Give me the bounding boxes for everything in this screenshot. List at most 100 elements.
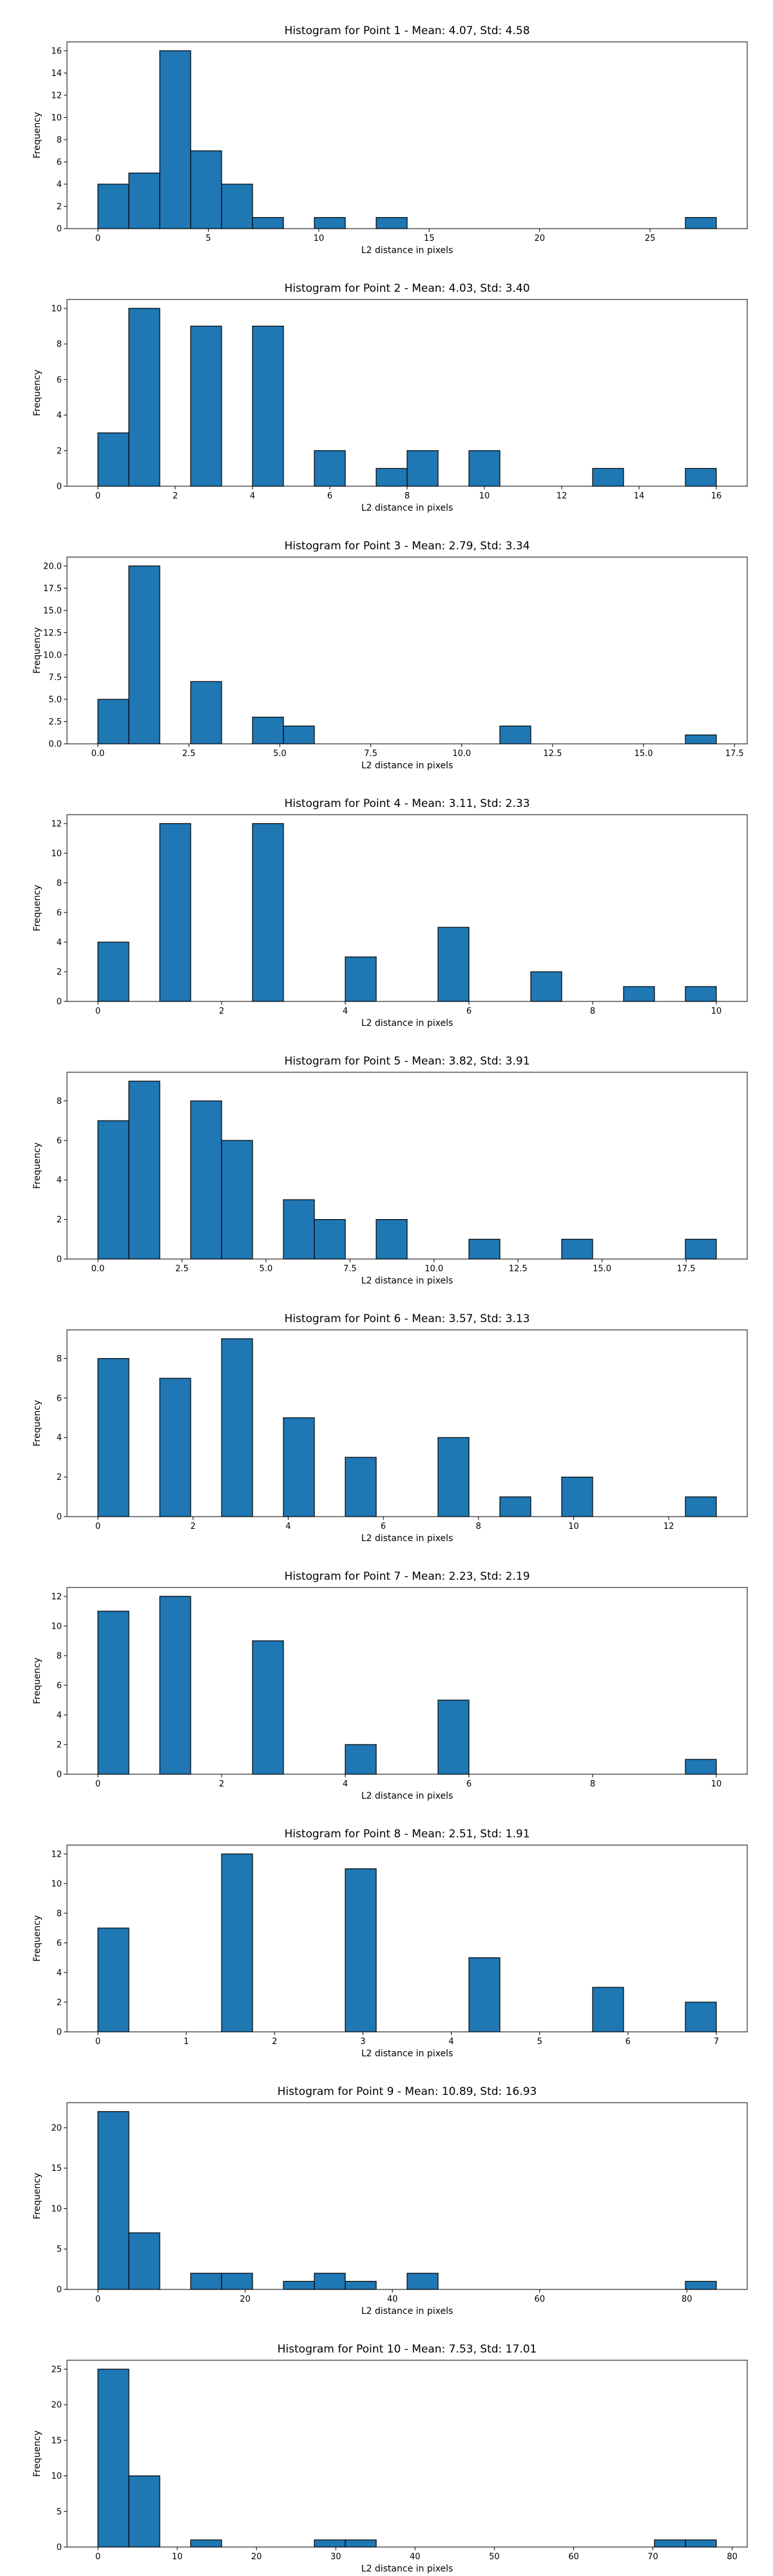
y-tick-label: 4: [57, 1434, 62, 1443]
histogram-bar: [190, 325, 222, 487]
histogram-svg: Histogram for Point 7 - Mean: 2.23, Std:…: [32, 1570, 748, 1801]
x-tick-label: 1: [184, 2037, 189, 2047]
histogram-bar: [128, 308, 160, 487]
x-tick-label: 20: [251, 2552, 262, 2562]
chart-title: Histogram for Point 1 - Mean: 4.07, Std:…: [284, 24, 530, 37]
histogram-bar: [561, 1238, 593, 1260]
y-tick-label: 4: [57, 938, 62, 947]
axes-frame: [66, 1072, 748, 1260]
x-tick-label: 10: [568, 1522, 579, 1531]
histogram-bar: [221, 2273, 253, 2290]
histogram-bar: [97, 2111, 129, 2290]
y-tick-label: 4: [57, 1968, 62, 1978]
y-tick-label: 20: [51, 2401, 62, 2410]
y-tick-label: 4: [57, 1176, 62, 1186]
y-tick-label: 16: [51, 46, 62, 56]
x-tick-label: 2: [219, 1779, 224, 1789]
y-tick-label: 10: [51, 1879, 62, 1889]
axes-frame: [66, 2360, 748, 2548]
histogram-bar: [345, 2280, 377, 2290]
histogram-bar: [345, 1744, 377, 1775]
y-tick-label: 2: [57, 1473, 62, 1482]
y-axis-label: Frequency: [32, 1400, 43, 1446]
histogram-bar: [190, 1100, 222, 1260]
histogram-panel-7: Histogram for Point 7 - Mean: 2.23, Std:…: [0, 1546, 773, 1803]
histogram-bar: [97, 699, 129, 744]
y-axis-label: Frequency: [32, 370, 43, 416]
y-tick-label: 2: [57, 202, 62, 212]
x-tick-label: 15: [424, 234, 435, 243]
y-tick-label: 6: [57, 1938, 62, 1948]
y-axis-label: Frequency: [32, 2173, 43, 2219]
histogram-bar: [345, 2539, 377, 2548]
x-tick-label: 25: [645, 234, 656, 243]
x-tick-label: 6: [381, 1522, 386, 1531]
y-tick-label: 0: [57, 1513, 62, 1522]
y-tick-label: 17.5: [43, 584, 62, 594]
histogram-panel-3: Histogram for Point 3 - Mean: 2.79, Std:…: [0, 515, 773, 773]
histogram-panel-10: Histogram for Point 10 - Mean: 7.53, Std…: [0, 2318, 773, 2576]
y-tick-label: 15: [51, 2436, 62, 2446]
histogram-bar: [159, 823, 191, 1002]
histogram-bar: [406, 450, 439, 487]
x-axis-label: L2 distance in pixels: [361, 1533, 453, 1544]
y-axis-label: Frequency: [32, 1658, 43, 1704]
histogram-bar: [685, 734, 717, 744]
histogram-panel-6: Histogram for Point 6 - Mean: 3.57, Std:…: [0, 1288, 773, 1546]
histogram-bar: [128, 2475, 160, 2548]
y-tick-label: 6: [57, 1394, 62, 1403]
x-tick-label: 5.0: [273, 749, 287, 759]
y-tick-label: 4: [57, 1710, 62, 1720]
x-axis-label: L2 distance in pixels: [361, 503, 453, 513]
y-tick-label: 6: [57, 158, 62, 167]
histogram-bar: [685, 1238, 717, 1260]
histogram-svg: Histogram for Point 10 - Mean: 7.53, Std…: [32, 2343, 748, 2574]
x-tick-label: 10: [711, 1007, 722, 1016]
x-tick-label: 6: [466, 1779, 472, 1789]
x-tick-label: 2: [272, 2037, 277, 2047]
x-tick-label: 3: [360, 2037, 365, 2047]
x-tick-label: 14: [634, 491, 645, 501]
histogram-bar: [437, 927, 470, 1002]
x-tick-label: 20: [240, 2295, 251, 2304]
x-tick-label: 12.5: [509, 1264, 528, 1274]
axes-frame: [66, 1587, 748, 1775]
histogram-bar: [685, 217, 717, 229]
axes-frame: [66, 2102, 748, 2290]
histogram-bar: [499, 1496, 531, 1517]
histogram-bar: [592, 1987, 624, 2032]
chart-title: Histogram for Point 8 - Mean: 2.51, Std:…: [284, 1828, 530, 1841]
y-axis-label: Frequency: [32, 885, 43, 931]
chart-title: Histogram for Point 5 - Mean: 3.82, Std:…: [284, 1055, 530, 1068]
y-tick-label: 15: [51, 2164, 62, 2174]
y-tick-label: 15.0: [43, 606, 62, 616]
histogram-panel-4: Histogram for Point 4 - Mean: 3.11, Std:…: [0, 773, 773, 1030]
histogram-svg: Histogram for Point 9 - Mean: 10.89, Std…: [32, 2085, 748, 2316]
histogram-bar: [190, 681, 222, 744]
x-tick-label: 8: [405, 491, 410, 501]
histogram-bar: [283, 2280, 315, 2290]
y-tick-label: 2: [57, 1740, 62, 1750]
x-tick-label: 12.5: [543, 749, 562, 759]
y-tick-label: 0: [57, 2543, 62, 2553]
y-axis-label: Frequency: [32, 112, 43, 158]
y-tick-label: 2: [57, 1998, 62, 2007]
x-tick-label: 17.5: [725, 749, 744, 759]
histogram-bar: [221, 1853, 253, 2032]
y-tick-label: 0: [57, 2028, 62, 2038]
y-tick-label: 2: [57, 967, 62, 977]
histogram-bar: [685, 1496, 717, 1517]
histogram-bar: [97, 942, 129, 1002]
histogram-bar: [97, 1358, 129, 1517]
histogram-bar: [314, 217, 346, 229]
histogram-bar: [128, 173, 160, 229]
y-tick-label: 5: [57, 2507, 62, 2517]
y-tick-label: 6: [57, 908, 62, 918]
x-tick-label: 5: [205, 234, 211, 243]
x-tick-label: 0: [95, 2295, 100, 2304]
histogram-bar: [376, 468, 408, 487]
x-tick-label: 17.5: [677, 1264, 696, 1274]
chart-title: Histogram for Point 6 - Mean: 3.57, Std:…: [284, 1312, 530, 1325]
histogram-bar: [252, 1640, 284, 1775]
x-tick-label: 40: [387, 2295, 398, 2304]
